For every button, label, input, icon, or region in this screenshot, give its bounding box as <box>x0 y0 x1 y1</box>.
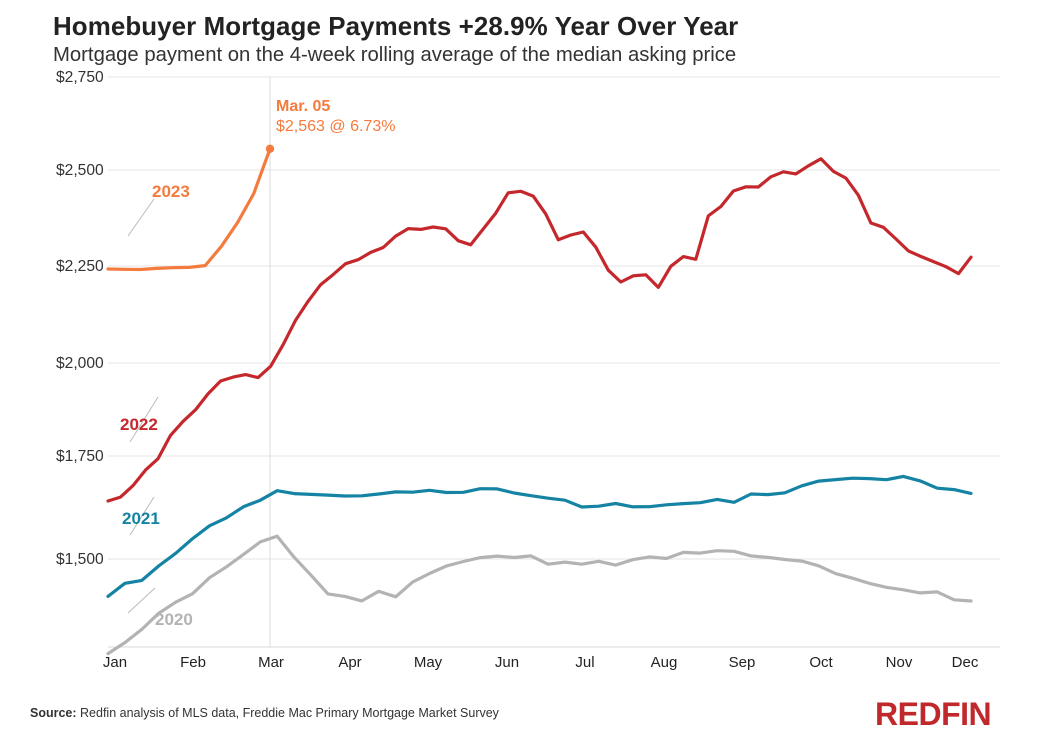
svg-text:$2,500: $2,500 <box>56 162 104 179</box>
svg-text:$2,000: $2,000 <box>56 355 104 372</box>
svg-text:2023: 2023 <box>152 182 190 201</box>
svg-text:Sep: Sep <box>729 654 756 671</box>
svg-text:Oct: Oct <box>809 654 833 671</box>
svg-text:2022: 2022 <box>120 415 158 434</box>
svg-text:Mar: Mar <box>258 654 284 671</box>
svg-text:Jul: Jul <box>575 654 594 671</box>
svg-text:$2,563 @ 6.73%: $2,563 @ 6.73% <box>276 118 395 135</box>
svg-text:$2,750: $2,750 <box>56 69 104 86</box>
svg-text:May: May <box>414 654 443 671</box>
svg-text:Nov: Nov <box>886 654 913 671</box>
svg-text:Aug: Aug <box>651 654 678 671</box>
svg-text:Feb: Feb <box>180 654 206 671</box>
svg-text:$2,250: $2,250 <box>56 258 104 275</box>
svg-text:Dec: Dec <box>952 654 979 671</box>
svg-text:2021: 2021 <box>122 509 160 528</box>
svg-text:Jan: Jan <box>103 654 127 671</box>
svg-text:Jun: Jun <box>495 654 519 671</box>
svg-text:Apr: Apr <box>338 654 361 671</box>
svg-text:REDFIN: REDFIN <box>875 696 991 732</box>
svg-text:Mar. 05: Mar. 05 <box>276 98 330 115</box>
svg-text:$1,750: $1,750 <box>56 448 104 465</box>
svg-text:2020: 2020 <box>155 610 193 629</box>
svg-text:$1,500: $1,500 <box>56 551 104 568</box>
